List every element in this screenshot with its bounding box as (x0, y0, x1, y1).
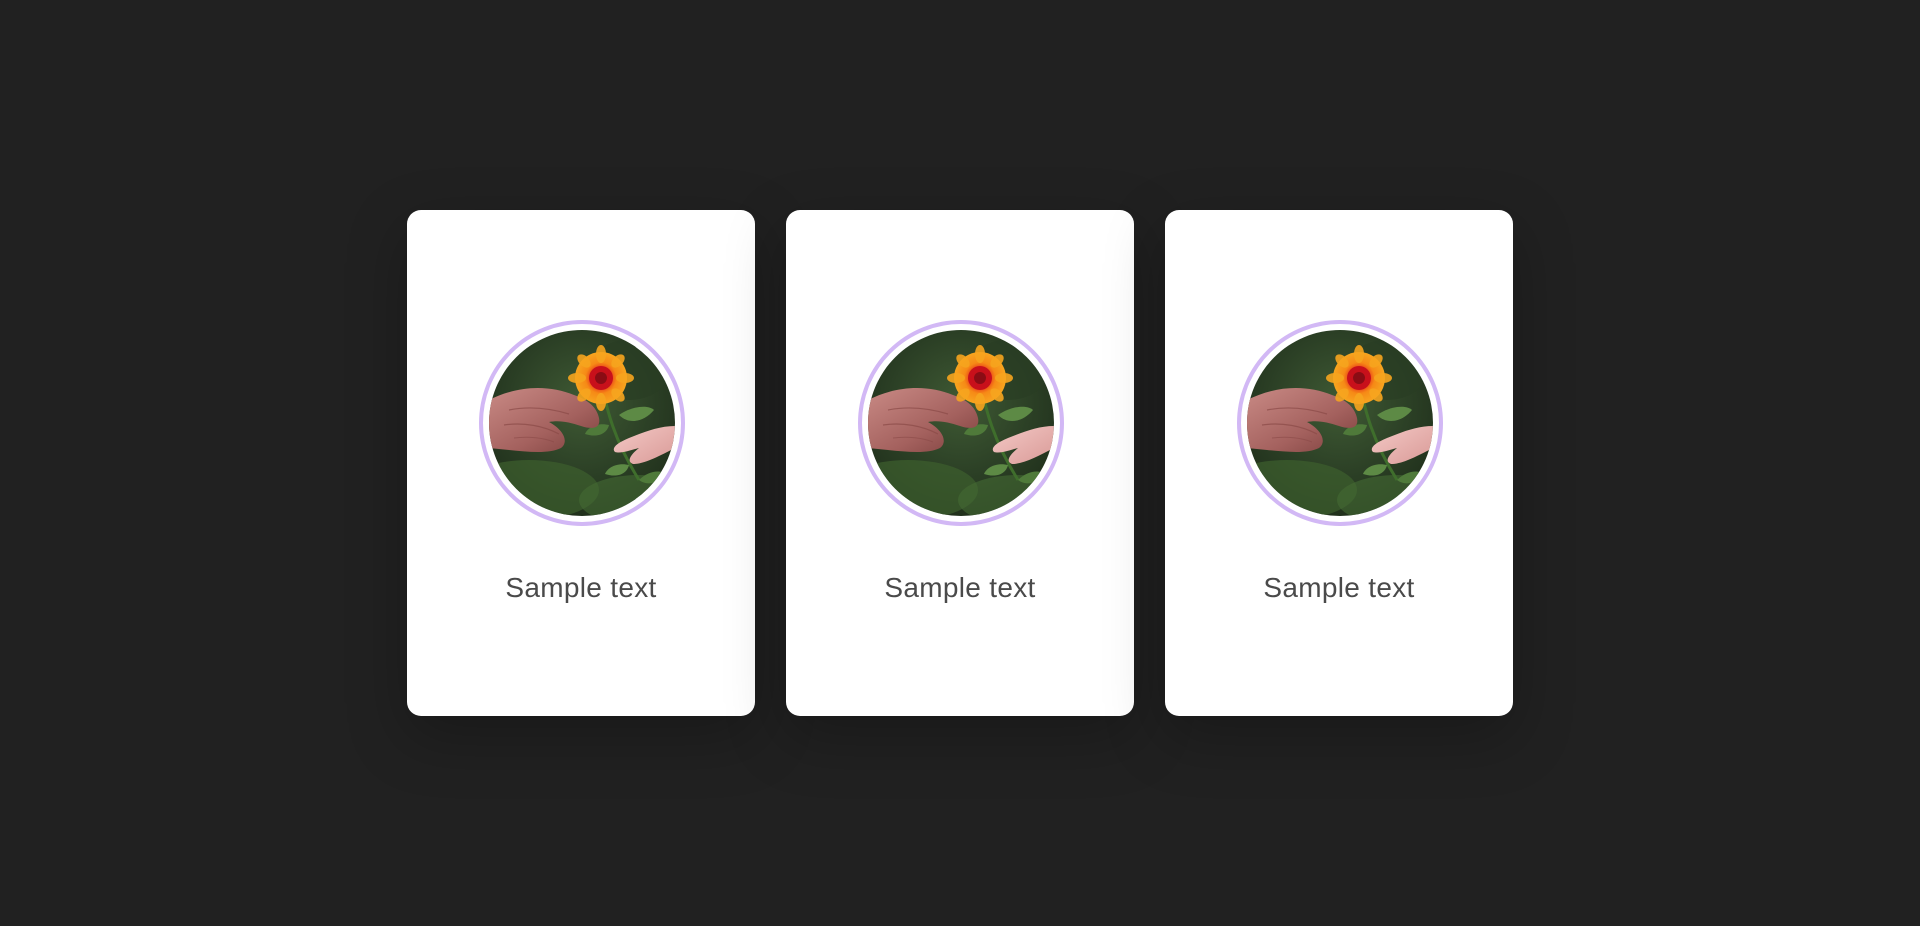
card-1[interactable]: Sample text (407, 210, 755, 716)
card-3[interactable]: Sample text (1165, 210, 1513, 716)
flower-handoff-photo (1247, 330, 1433, 516)
cards-row: Sample text Sample text Sample text (407, 210, 1513, 716)
flower-handoff-photo (868, 330, 1054, 516)
avatar-ring (1237, 320, 1443, 526)
avatar-ring (479, 320, 685, 526)
card-caption: Sample text (1263, 572, 1415, 603)
flower-handoff-photo (489, 330, 675, 516)
card-2[interactable]: Sample text (786, 210, 1134, 716)
avatar-ring (858, 320, 1064, 526)
card-caption: Sample text (884, 572, 1036, 603)
card-caption: Sample text (505, 572, 657, 603)
